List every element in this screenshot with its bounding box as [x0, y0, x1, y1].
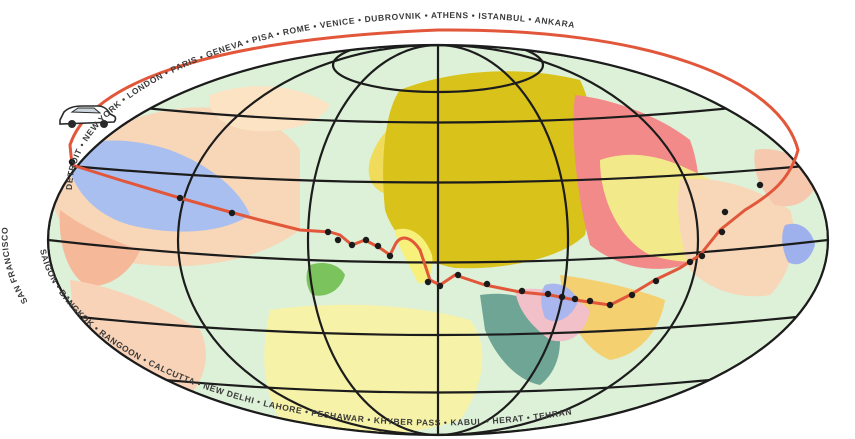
stop-19 — [628, 291, 636, 299]
city-separator: • — [193, 377, 205, 390]
stop-12 — [483, 280, 491, 288]
city-separator: • — [75, 138, 89, 152]
italy-yellow — [395, 228, 433, 284]
city-label-khyber-pass: KHYBER PASS — [374, 415, 442, 428]
stop-1 — [176, 194, 184, 202]
iberia-green — [306, 263, 345, 296]
travel-route — [68, 28, 800, 307]
stop-10 — [436, 282, 444, 290]
stop-21 — [686, 258, 694, 266]
cities-left-label: SAN FRANCISCO — [0, 227, 30, 306]
stop-11 — [454, 271, 462, 279]
stop-14 — [544, 290, 552, 298]
stop-9 — [424, 278, 432, 286]
city-separator: • — [421, 10, 431, 20]
city-separator: • — [160, 66, 173, 79]
stop-18 — [606, 301, 614, 309]
city-label-pisa: PISA — [251, 30, 275, 45]
city-separator: • — [138, 353, 151, 366]
stop-7 — [374, 242, 382, 250]
stop-15 — [558, 293, 566, 301]
globe-outline — [46, 43, 830, 437]
city-separator: • — [354, 14, 365, 25]
stop-san-francisco — [68, 158, 76, 166]
city-separator: • — [523, 412, 534, 423]
south-asia-orange — [560, 275, 665, 360]
city-label-venice: VENICE — [319, 15, 356, 30]
city-separator: • — [253, 396, 265, 408]
stop-17 — [586, 297, 594, 305]
stop-6 — [362, 236, 370, 244]
mexico-orange — [59, 210, 140, 286]
stop-16 — [571, 295, 579, 303]
city-label-ankara: ANKARA — [534, 15, 576, 30]
city-separator: • — [469, 10, 479, 20]
stop-25 — [756, 181, 764, 189]
route-stops — [68, 158, 764, 309]
city-label-san-francisco: SAN FRANCISCO — [0, 227, 30, 306]
city-separator: • — [301, 406, 312, 417]
city-separator: • — [364, 414, 374, 425]
stop-3 — [324, 228, 332, 236]
city-separator: • — [272, 28, 284, 40]
car-icon — [59, 105, 117, 128]
city-label-geneva: GENEVA — [204, 38, 244, 60]
city-separator: • — [195, 51, 208, 64]
city-label-rome: ROME — [282, 22, 312, 37]
city-label-herat: HERAT — [492, 413, 525, 426]
city-separator: • — [52, 280, 65, 293]
city-separator: • — [483, 416, 493, 427]
land-masses — [55, 71, 818, 435]
city-label-paris: PARIS — [169, 54, 199, 75]
stop-24 — [721, 208, 729, 216]
graticule — [48, 45, 828, 435]
stop-5 — [348, 241, 356, 249]
south-america-peach — [70, 280, 206, 410]
city-label-istanbul: ISTANBUL — [478, 11, 526, 24]
stop-22 — [698, 252, 706, 260]
stop-8 — [386, 252, 394, 260]
asia-peach — [678, 179, 794, 297]
city-separator: • — [242, 35, 254, 47]
africa-pale — [264, 304, 483, 435]
usa-blue — [65, 140, 250, 232]
city-separator: • — [441, 417, 451, 427]
stop-2 — [228, 209, 236, 217]
city-label-kabul: KABUL — [450, 416, 483, 427]
stop-13 — [518, 287, 526, 295]
city-label-dubrovnik: DUBROVNIK — [364, 10, 422, 24]
city-separator: • — [310, 20, 321, 31]
stop-23 — [718, 228, 726, 236]
stop-20 — [652, 277, 660, 285]
city-label-athens: ATHENS — [431, 10, 469, 20]
city-separator: • — [525, 14, 535, 25]
stop-4 — [334, 236, 342, 244]
